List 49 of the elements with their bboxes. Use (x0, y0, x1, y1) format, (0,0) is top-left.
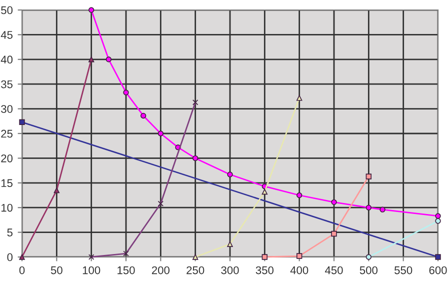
x-tick-label: 600 (429, 266, 447, 274)
y-tick-label: 50 (1, 6, 13, 14)
point (192, 254, 198, 260)
y-tick-label: 25 (1, 130, 13, 138)
x-tick-label: 200 (152, 266, 170, 274)
y-tick-label: 35 (1, 80, 13, 88)
y-tick-label: 0 (7, 253, 13, 262)
y-tick-label: 15 (1, 179, 13, 188)
x-tick-label: 550 (394, 266, 412, 274)
point (140, 112, 146, 119)
point (54, 187, 60, 194)
point (296, 95, 302, 101)
point (435, 218, 441, 224)
point (227, 172, 233, 178)
x-tick-label: 300 (221, 266, 239, 274)
y-tick-label: 30 (1, 105, 13, 113)
x-tick-label: 250 (186, 266, 204, 274)
x-tick-label: 350 (256, 266, 274, 274)
point (88, 7, 94, 13)
point (106, 56, 112, 62)
x-tick-label: 100 (82, 266, 100, 274)
y-tick-label: 45 (0, 31, 13, 39)
point (192, 155, 198, 162)
x-tick-label: 150 (118, 266, 135, 274)
point (366, 174, 372, 180)
point (435, 213, 441, 219)
x-tick-label: 0 (19, 266, 25, 274)
y-tick-label: 5 (7, 228, 13, 236)
point (262, 188, 268, 195)
point (380, 206, 386, 212)
point (88, 56, 94, 62)
x-tick-label: 450 (324, 266, 343, 274)
point (19, 119, 25, 125)
x-tick-label: 500 (360, 266, 378, 274)
x-tick-label: 400 (290, 266, 308, 274)
point (366, 254, 372, 260)
point (227, 241, 233, 248)
point (158, 130, 164, 136)
point (331, 199, 337, 206)
x-tick-label: 50 (50, 266, 62, 274)
y-tick-label: 20 (1, 154, 13, 162)
point (262, 254, 268, 260)
point (366, 204, 372, 210)
point (296, 192, 302, 198)
y-tick-label: 10 (1, 204, 13, 212)
y-tick-label: 40 (0, 56, 13, 64)
point (123, 90, 129, 96)
point (331, 230, 337, 237)
point (296, 253, 302, 259)
